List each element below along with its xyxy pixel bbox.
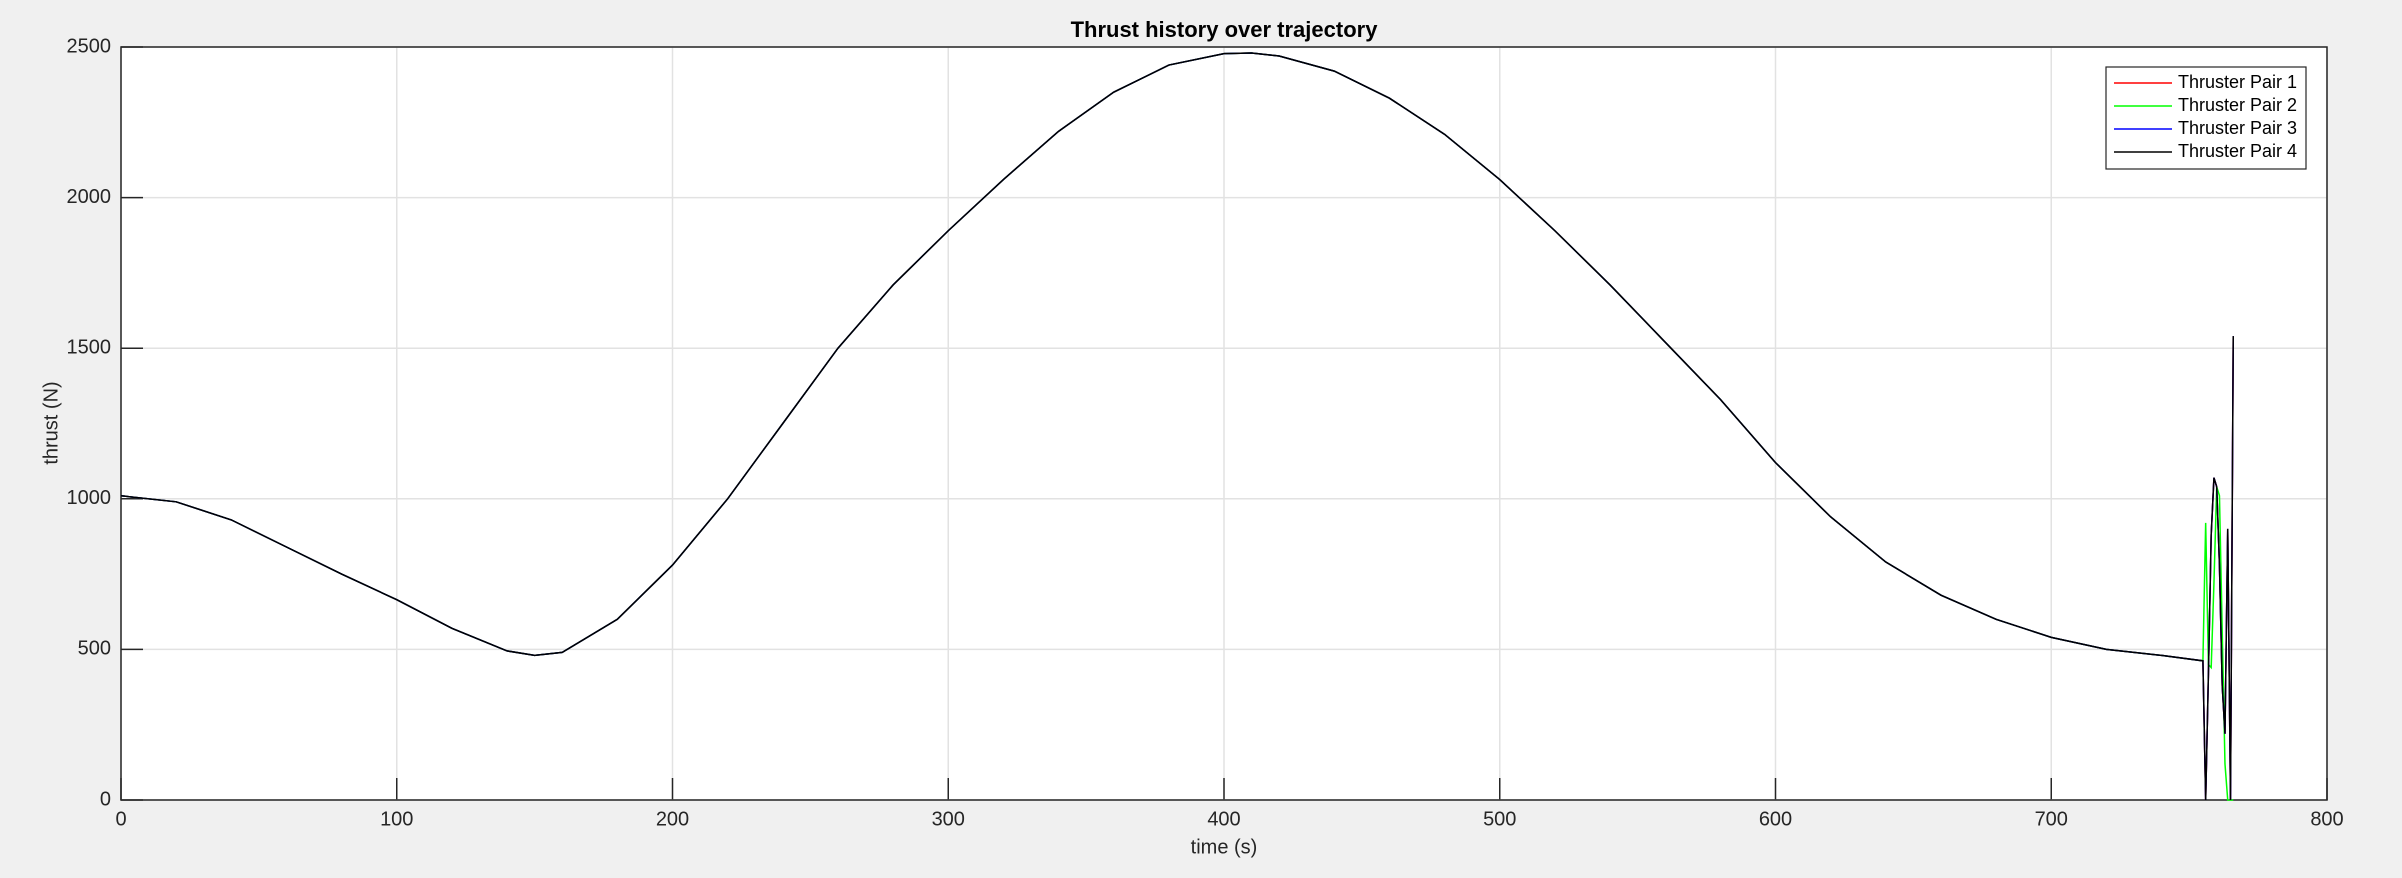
x-tick-label: 800 xyxy=(2310,808,2343,830)
legend-label: Thruster Pair 2 xyxy=(2178,95,2297,115)
y-tick-label: 1500 xyxy=(67,336,112,358)
x-tick-label: 700 xyxy=(2035,808,2068,830)
y-tick-label: 0 xyxy=(100,788,111,810)
legend-label: Thruster Pair 4 xyxy=(2178,141,2297,161)
series-line xyxy=(120,52,2234,801)
x-tick-label: 600 xyxy=(1759,808,1792,830)
chart-title: Thrust history over trajectory xyxy=(1071,17,1379,42)
x-tick-label: 0 xyxy=(115,808,126,830)
x-tick-label: 400 xyxy=(1207,808,1240,830)
y-tick-label: 1000 xyxy=(67,487,112,509)
x-tick-label: 300 xyxy=(932,808,965,830)
legend-label: Thruster Pair 1 xyxy=(2178,72,2297,92)
y-tick-label: 500 xyxy=(78,638,111,660)
x-tick-label: 200 xyxy=(656,808,689,830)
axes-box xyxy=(120,46,2328,801)
y-tick-label: 2000 xyxy=(67,186,112,208)
x-axis-label: time (s) xyxy=(1191,836,1258,858)
y-axis-label: thrust (N) xyxy=(40,381,62,464)
y-tick-label: 2500 xyxy=(67,35,112,57)
legend-label: Thruster Pair 3 xyxy=(2178,118,2297,138)
x-tick-label: 500 xyxy=(1483,808,1516,830)
x-tick-label: 100 xyxy=(380,808,413,830)
